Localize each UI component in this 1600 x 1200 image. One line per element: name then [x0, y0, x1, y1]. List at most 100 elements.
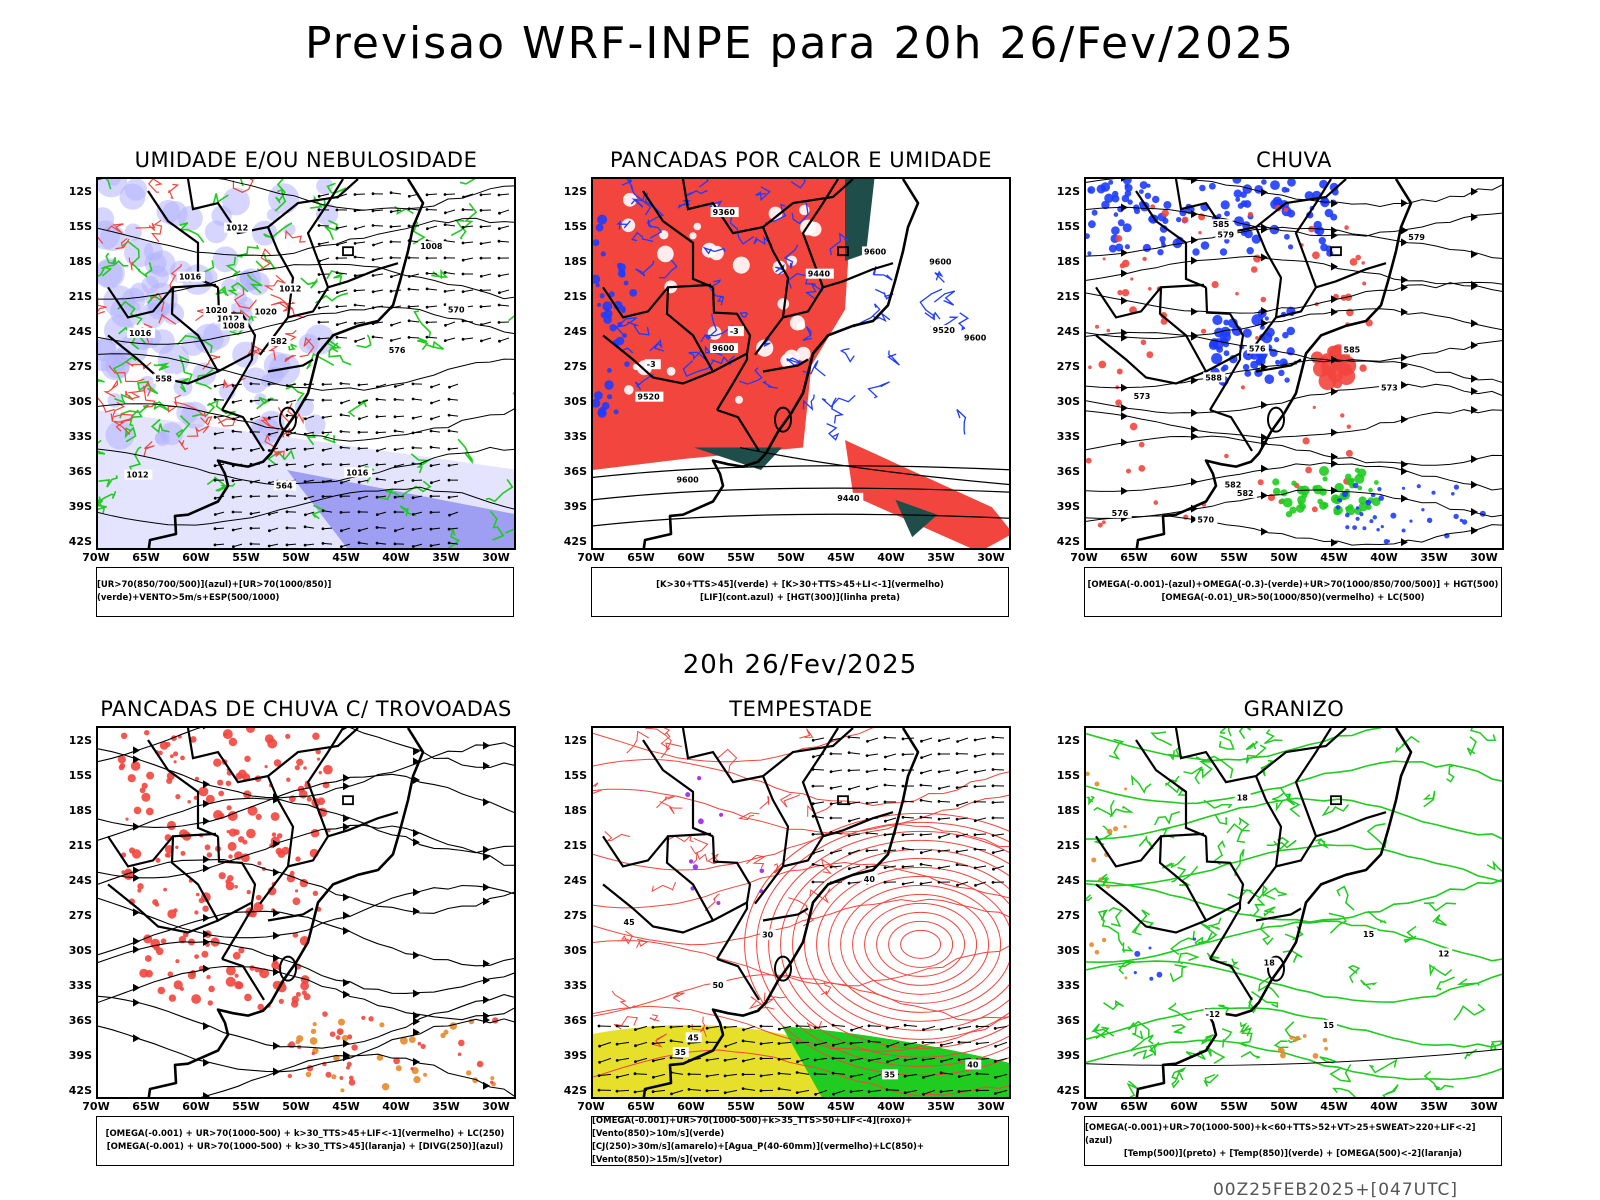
svg-text:558: 558 [155, 375, 172, 384]
longitude-tick-label: 65W [132, 551, 160, 564]
contour-label: 15 [1320, 1020, 1337, 1031]
map-plot-area: -12 15 18 15 12 18 [1084, 726, 1504, 1099]
contour-label: 576 [386, 345, 409, 356]
svg-text:573: 573 [1134, 392, 1151, 401]
contour-label: 18 [1261, 957, 1278, 968]
svg-text:1016: 1016 [129, 329, 152, 338]
svg-text:579: 579 [1217, 230, 1234, 239]
latitude-tick-label: 30S [563, 395, 587, 408]
svg-text:582: 582 [1237, 489, 1254, 498]
svg-text:15: 15 [1363, 930, 1375, 939]
contour-label: 573 [1131, 391, 1154, 402]
legend-line: [OMEGA(-0.001) + UR>70(1000-500) + k>30_… [106, 1142, 504, 1152]
svg-text:12: 12 [1438, 949, 1449, 958]
latitude-tick-label: 27S [1056, 360, 1080, 373]
svg-text:1008: 1008 [420, 242, 443, 251]
contour-label: 576 [1109, 507, 1132, 518]
panel-legend: [UR>70(850/700/500)](azul)+[UR>70(1000/8… [96, 567, 514, 617]
longitude-tick-label: 50W [1270, 551, 1298, 564]
svg-text:1020: 1020 [255, 308, 278, 317]
contour-label: 1012 [277, 283, 306, 294]
longitude-tick-label: 55W [1220, 551, 1248, 564]
latitude-tick-label: 15S [563, 220, 587, 233]
longitude-tick-label: 50W [777, 1100, 805, 1113]
contour-label: 1012 [214, 313, 243, 324]
contour-label: 585 [1341, 344, 1364, 355]
latitude-tick-label: 18S [68, 804, 92, 817]
svg-text:-12: -12 [1206, 1010, 1220, 1019]
contour-label: 30 [760, 929, 777, 940]
svg-text:9600: 9600 [676, 476, 699, 485]
contour-label: 576 [1246, 343, 1269, 354]
longitude-tick-label: 60W [677, 551, 705, 564]
contour-label: 570 [1195, 514, 1218, 525]
longitude-tick-label: 45W [827, 551, 855, 564]
longitude-tick-label: 45W [332, 551, 360, 564]
contour-label: -3 [644, 359, 661, 370]
latitude-tick-label: 24S [563, 325, 587, 338]
latitude-tick-label: 39S [563, 500, 587, 513]
latitude-tick-label: 33S [1056, 430, 1080, 443]
contour-label: 9600 [674, 474, 703, 485]
latitude-tick-label: 42S [68, 1084, 92, 1097]
main-title: Previsao WRF-INPE para 20h 26/Fev/2025 [305, 18, 1295, 69]
longitude-tick-label: 35W [1420, 1100, 1448, 1113]
panel-legend: [OMEGA(-0.001) + UR>70(1000-500) + k>30_… [96, 1116, 514, 1166]
longitude-tick-label: 45W [332, 1100, 360, 1113]
legend-line: [LIF](cont.azul) + [HGT(300)](linha pret… [699, 593, 901, 603]
longitude-tick-label: 65W [627, 551, 655, 564]
legend-line: [OMEGA(-0.001) + UR>70(1000-500) + k>30_… [105, 1129, 505, 1139]
svg-text:50: 50 [712, 981, 724, 990]
weather-map: -12 15 18 15 12 18 [1086, 728, 1502, 1097]
svg-text:570: 570 [1197, 515, 1214, 524]
contour-label: 45 [621, 917, 638, 928]
longitude-tick-label: 40W [1370, 551, 1398, 564]
svg-text:9440: 9440 [808, 270, 831, 279]
contour-label: 1020 [252, 306, 281, 317]
svg-text:585: 585 [1344, 345, 1361, 354]
contour-label: 35 [881, 1069, 898, 1080]
contour-label: 1008 [220, 320, 249, 331]
contour-label: 35 [672, 1047, 689, 1058]
latitude-tick-label: 12S [1056, 185, 1080, 198]
longitude-tick-label: 45W [827, 1100, 855, 1113]
svg-text:576: 576 [389, 346, 406, 355]
latitude-tick-label: 21S [563, 839, 587, 852]
contour-label: 9520 [930, 325, 959, 336]
latitude-tick-label: 27S [1056, 909, 1080, 922]
latitude-tick-label: 15S [1056, 769, 1080, 782]
svg-text:9600: 9600 [964, 333, 987, 342]
latitude-tick-label: 27S [563, 909, 587, 922]
latitude-tick-label: 24S [1056, 325, 1080, 338]
contour-label: 9440 [835, 492, 864, 503]
contour-label: 1008 [418, 241, 447, 252]
weather-map [98, 728, 514, 1097]
map-plot-area: 588 585 582 579 576 573 570 585 582 579 576 573 [1084, 177, 1504, 550]
svg-text:1020: 1020 [205, 306, 228, 315]
latitude-tick-label: 15S [1056, 220, 1080, 233]
latitude-tick-label: 24S [68, 325, 92, 338]
contour-label: 40 [965, 1059, 982, 1070]
latitude-tick-label: 18S [1056, 804, 1080, 817]
latitude-tick-label: 39S [1056, 1049, 1080, 1062]
svg-text:582: 582 [270, 337, 287, 346]
latitude-tick-label: 24S [68, 874, 92, 887]
latitude-tick-label: 21S [68, 839, 92, 852]
latitude-tick-label: 30S [1056, 944, 1080, 957]
legend-line: [Temp(500)](preto) + [Temp(850)](verde) … [1123, 1148, 1463, 1159]
longitude-tick-label: 40W [877, 1100, 905, 1113]
contour-label: 582 [268, 336, 291, 347]
contour-label: 582 [1222, 479, 1245, 490]
contour-label: -12 [1203, 1009, 1226, 1020]
longitude-tick-label: 55W [232, 551, 260, 564]
longitude-tick-label: 70W [82, 551, 110, 564]
svg-text:1008: 1008 [223, 321, 246, 330]
longitude-tick-label: 60W [182, 1100, 210, 1113]
map-plot-area: 1012 1008 1016 1012 1020 1016 1012 1008 1012 1020… [96, 177, 516, 550]
latitude-tick-label: 18S [563, 804, 587, 817]
latitude-tick-label: 15S [68, 769, 92, 782]
svg-text:1016: 1016 [179, 273, 202, 282]
svg-text:9360: 9360 [713, 208, 736, 217]
longitude-tick-label: 60W [1170, 551, 1198, 564]
